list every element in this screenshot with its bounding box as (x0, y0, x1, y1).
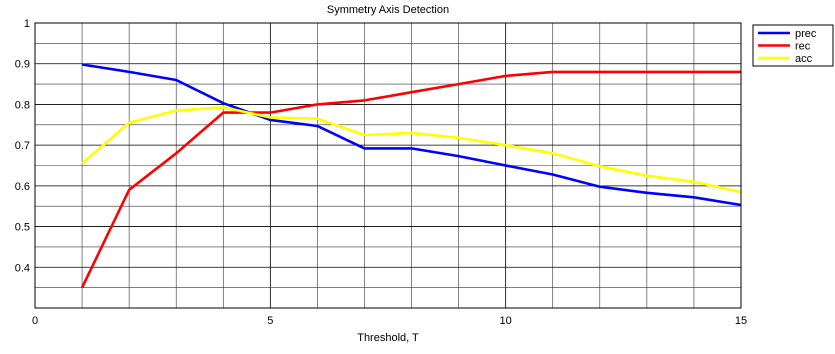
y-tick-label: 0.5 (15, 222, 30, 234)
y-tick-label: 0.6 (15, 181, 30, 193)
chart-title: Symmetry Axis Detection (327, 4, 449, 16)
x-tick-label: 0 (32, 315, 38, 327)
x-tick-label: 10 (500, 315, 512, 327)
legend-label-prec: prec (795, 28, 817, 40)
legend-label-acc: acc (795, 53, 813, 65)
x-tick-label: 15 (735, 315, 747, 327)
series-line-acc (81, 106, 742, 194)
series-line-prec (81, 63, 742, 207)
plot-frame (34, 22, 742, 309)
y-tick-label: 0.4 (15, 262, 30, 274)
x-tick-label: 5 (267, 315, 273, 327)
tick-labels: 0 5 10 15 0.4 0.5 0.6 0.7 0.8 0.9 1 (15, 18, 747, 327)
series-line-rec (80, 70, 741, 289)
y-tick-label: 0.8 (15, 99, 30, 111)
series-lines (80, 63, 742, 289)
y-tick-label: 0.7 (15, 140, 30, 152)
x-axis-label: Threshold, T (357, 332, 419, 344)
y-tick-label: 0.9 (15, 59, 30, 71)
legend-label-rec: rec (795, 41, 811, 53)
y-tick-label: 1 (24, 18, 30, 30)
